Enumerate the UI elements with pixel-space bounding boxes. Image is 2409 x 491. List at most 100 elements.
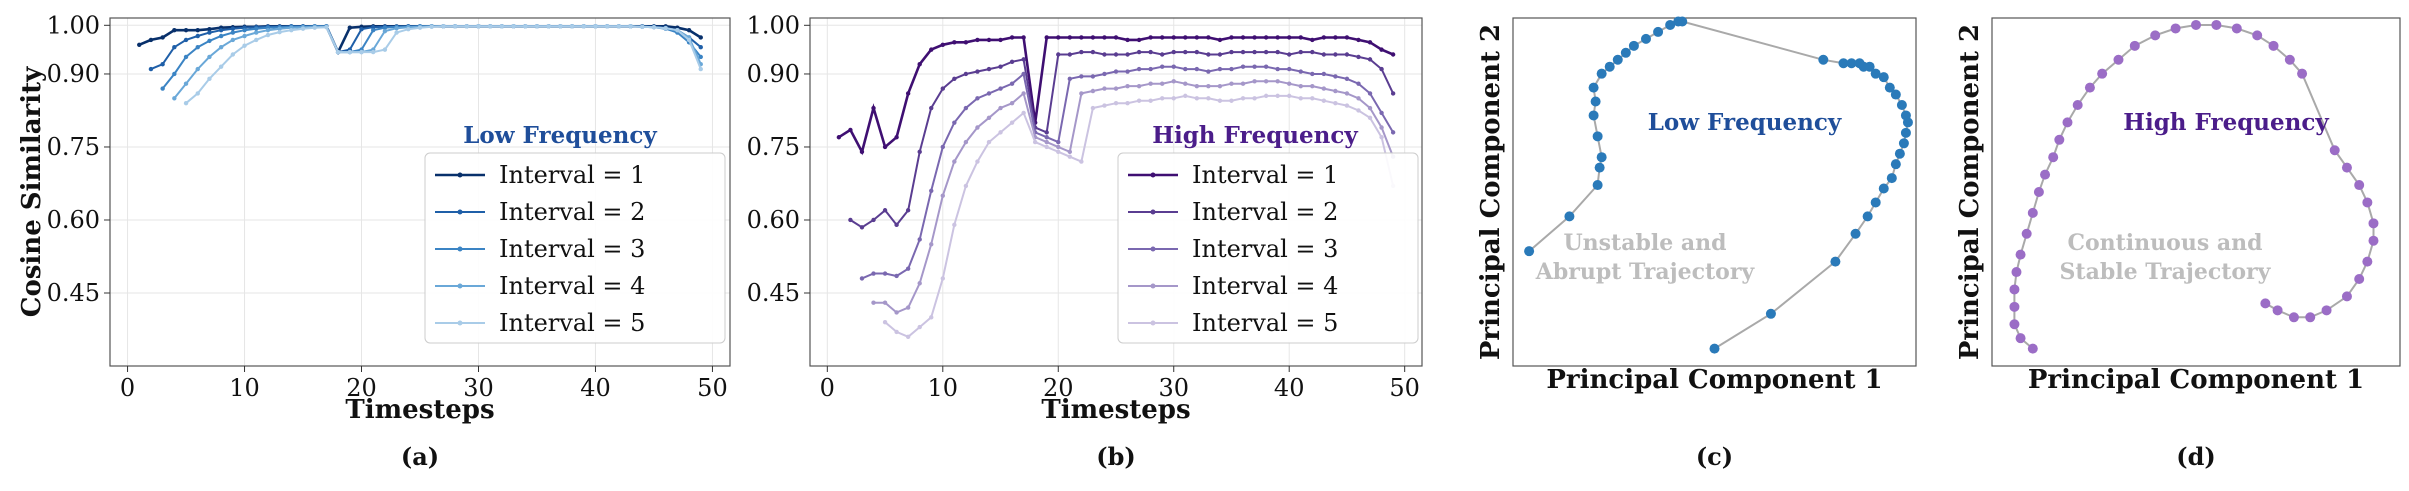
legend-label: Interval = 5: [499, 309, 645, 337]
series-point: [1044, 35, 1049, 40]
trajectory-point: [1604, 61, 1615, 72]
chart-panel-b: 0 10 20 30 40 50 0.45 0.60 0.75 0.90 1.00 Timesteps…: [700, 0, 1435, 487]
chart-panel-c: Low Frequency Unstable and Abrupt Trajecto…: [1460, 0, 1930, 487]
series-point: [975, 96, 980, 101]
series-point: [148, 66, 154, 72]
trajectory-point: [2191, 19, 2201, 30]
series-point: [183, 37, 189, 43]
series-point: [905, 91, 911, 96]
y-tick-label: 0.45: [47, 279, 100, 307]
series-point: [172, 27, 177, 33]
series-point: [1275, 35, 1280, 40]
legend-swatch-marker: [457, 246, 463, 252]
series-point: [686, 27, 692, 33]
series-point: [1240, 35, 1246, 40]
series-point: [1136, 49, 1142, 55]
series-point: [1113, 69, 1119, 74]
series-point: [1379, 125, 1384, 130]
series-point: [1183, 49, 1188, 55]
series-point: [1240, 49, 1246, 55]
series-point: [1287, 81, 1292, 86]
series-point: [1333, 35, 1338, 40]
x-axis-label: Principal Component 1: [1546, 365, 1882, 395]
trajectory-point: [1878, 183, 1889, 194]
plot-frame: [809, 17, 1423, 367]
trajectory-point: [2329, 145, 2340, 156]
series-point: [1171, 49, 1176, 55]
series-point: [1148, 49, 1153, 55]
series-point: [1159, 96, 1165, 101]
series-point: [207, 30, 212, 35]
trajectory-point: [2113, 54, 2124, 65]
x-tick-label: 10: [229, 374, 260, 402]
trajectory-point: [2231, 23, 2242, 34]
series-point: [894, 222, 899, 228]
series-point: [1263, 93, 1269, 99]
series-point: [230, 26, 236, 31]
trajectory-point: [2072, 100, 2083, 110]
series-point: [929, 188, 934, 193]
plot-frame: [1991, 17, 2401, 367]
series-point: [871, 271, 876, 276]
series-point: [986, 115, 992, 120]
series-point: [1367, 115, 1373, 120]
y-axis-label: Principal Component 2: [1476, 24, 1506, 360]
y-tick-label: 0.90: [47, 60, 100, 88]
trajectory-point: [1588, 82, 1599, 93]
series-point: [1333, 52, 1338, 57]
series-point: [207, 26, 212, 32]
series-point: [998, 64, 1003, 69]
panel-label: (a): [401, 442, 439, 471]
series-point: [651, 25, 657, 30]
series-point: [1021, 35, 1026, 40]
series-point: [1171, 79, 1176, 84]
series-point: [986, 66, 992, 72]
series-point: [616, 24, 622, 29]
y-tick-label: 0.75: [747, 133, 800, 161]
legend-label: Interval = 3: [1192, 235, 1338, 263]
series-point: [686, 37, 692, 43]
series-point: [1356, 96, 1361, 101]
series-point: [1321, 71, 1327, 77]
series-point: [1009, 120, 1015, 125]
trajectory-point: [2015, 333, 2026, 344]
legend-swatch-marker: [1150, 283, 1156, 289]
trajectory-point: [2268, 40, 2279, 51]
series-point: [1310, 71, 1315, 77]
trajectory-point: [1902, 117, 1913, 128]
series-point: [1056, 52, 1061, 57]
series-point: [1287, 52, 1292, 57]
trajectory-point: [1890, 89, 1901, 100]
series-point: [1136, 98, 1142, 103]
trajectory-point: [1590, 96, 1601, 107]
series-point: [1333, 100, 1338, 106]
annotation-text: High Frequency: [1152, 122, 1358, 149]
series-point: [1367, 91, 1373, 96]
series-point: [1102, 35, 1107, 40]
series-point: [905, 334, 911, 339]
trajectory-point: [2284, 54, 2295, 65]
trajectory-point: [1564, 211, 1575, 222]
series-point: [940, 86, 945, 91]
series-point: [1287, 93, 1292, 99]
series-point: [1136, 66, 1142, 72]
trajectory-description: Unstable and: [1563, 230, 1726, 256]
series-point: [917, 237, 922, 242]
legend-box: [1117, 152, 1419, 344]
series-point: [998, 37, 1003, 43]
trajectory-point: [2368, 235, 2379, 246]
series-point: [1390, 52, 1396, 57]
series-point: [929, 242, 934, 247]
series-point: [1217, 52, 1223, 57]
series-point: [1136, 83, 1142, 89]
trajectory-point: [1890, 159, 1901, 170]
legend: Interval = 1 Interval = 2 Interval = 3 Inte…: [424, 152, 726, 344]
trajectory-point: [1620, 47, 1631, 58]
series-point: [207, 76, 212, 82]
series-point: [1229, 98, 1234, 103]
series-point: [207, 38, 212, 44]
annotation-text: Low Frequency: [463, 122, 657, 149]
series-point: [1344, 35, 1350, 40]
series-point: [1102, 52, 1107, 57]
series-point: [172, 45, 177, 50]
